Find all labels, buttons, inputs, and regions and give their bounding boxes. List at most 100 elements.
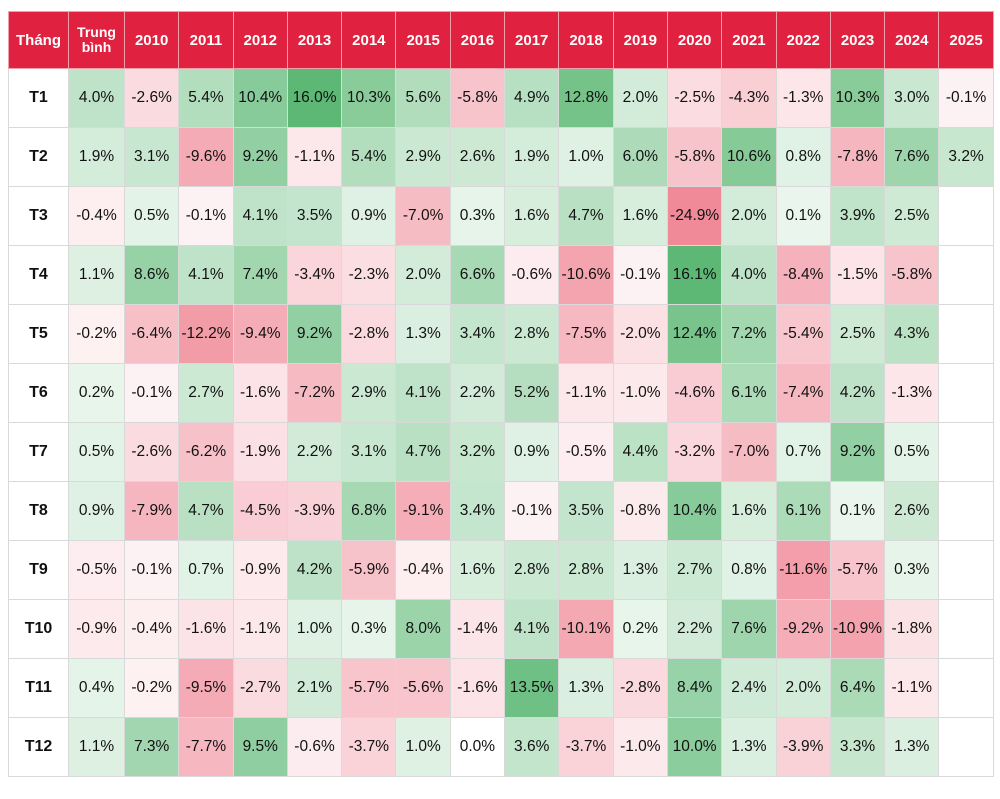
heatmap-cell: -10.9% [829, 599, 886, 659]
heatmap-cell: -5.7% [341, 658, 397, 718]
table-row: T1 4.0% -2.6% 5.4% 10.4% 16.0% 10.3% 5.6% -5.8% 4… [8, 68, 994, 128]
year-column-header: 2013 [286, 11, 343, 69]
heatmap-cell: -3.4% [286, 245, 343, 305]
heatmap-cell: 4.1% [504, 599, 560, 659]
heatmap-cell: 10.6% [721, 127, 777, 187]
average-cell: 1.1% [68, 717, 125, 777]
year-column-header: 2025 [938, 11, 994, 69]
heatmap-cell: 0.2% [612, 599, 668, 659]
heatmap-cell: 7.4% [232, 245, 288, 305]
heatmap-cell: -9.2% [775, 599, 831, 659]
heatmap-cell: 7.2% [721, 304, 777, 364]
heatmap-cell: 4.0% [721, 245, 777, 305]
heatmap-cell: -2.0% [612, 304, 668, 364]
heatmap-cell: -1.6% [178, 599, 234, 659]
heatmap-cell: 10.3% [341, 68, 397, 128]
heatmap-cell: 4.7% [178, 481, 234, 541]
heatmap-cell: 2.9% [395, 127, 451, 187]
heatmap-cell [938, 481, 994, 541]
heatmap-cell: 4.1% [178, 245, 234, 305]
heatmap-cell: 2.0% [395, 245, 451, 305]
heatmap-cell [938, 422, 994, 482]
heatmap-cell: 2.0% [775, 658, 831, 718]
heatmap-cell: 0.9% [341, 186, 397, 246]
year-column-header: 2021 [721, 11, 777, 69]
heatmap-cell: -0.1% [123, 363, 180, 423]
heatmap-cell: -9.4% [232, 304, 288, 364]
heatmap-cell: 3.5% [558, 481, 614, 541]
heatmap-cell: 3.2% [449, 422, 506, 482]
heatmap-cell: 0.3% [884, 540, 940, 600]
heatmap-cell: 1.3% [395, 304, 451, 364]
year-column-header: 2019 [612, 11, 668, 69]
table-row: T5 -0.2% -6.4% -12.2% -9.4% 9.2% -2.8% 1.3% 3.4%… [8, 304, 994, 364]
heatmap-cell: -0.2% [123, 658, 180, 718]
heatmap-cell: 0.0% [449, 717, 506, 777]
heatmap-cell: -1.6% [449, 658, 506, 718]
heatmap-cell: 2.8% [558, 540, 614, 600]
heatmap-cell: -7.9% [123, 481, 180, 541]
month-label: T2 [8, 127, 69, 187]
heatmap-cell: -5.6% [395, 658, 451, 718]
heatmap-cell: -1.6% [232, 363, 288, 423]
heatmap-cell: 16.0% [286, 68, 343, 128]
average-cell: -0.9% [68, 599, 125, 659]
heatmap-cell: -5.7% [829, 540, 886, 600]
average-cell: 1.9% [68, 127, 125, 187]
year-column-header: 2012 [232, 11, 288, 69]
heatmap-cell: -1.1% [884, 658, 940, 718]
table-row: T10 -0.9% -0.4% -1.6% -1.1% 1.0% 0.3% 8.0% -1.4%… [8, 599, 994, 659]
heatmap-cell: -4.5% [232, 481, 288, 541]
heatmap-cell [938, 363, 994, 423]
heatmap-cell: 1.0% [395, 717, 451, 777]
month-column-header: Tháng [8, 11, 69, 69]
heatmap-cell: -5.8% [449, 68, 506, 128]
heatmap-cell: 2.2% [449, 363, 506, 423]
heatmap-cell: 3.6% [504, 717, 560, 777]
heatmap-cell: -0.1% [938, 68, 994, 128]
year-column-header: 2014 [341, 11, 397, 69]
heatmap-cell: 1.6% [449, 540, 506, 600]
heatmap-cell: 0.8% [775, 127, 831, 187]
year-column-header: 2023 [829, 11, 886, 69]
month-label: T5 [8, 304, 69, 364]
month-label: T10 [8, 599, 69, 659]
heatmap-cell: 5.4% [178, 68, 234, 128]
heatmap-cell: 3.4% [449, 304, 506, 364]
heatmap-cell: -0.1% [612, 245, 668, 305]
heatmap-cell: 0.7% [775, 422, 831, 482]
table-row: T2 1.9% 3.1% -9.6% 9.2% -1.1% 5.4% 2.9% 2.6% 1.9%… [8, 127, 994, 187]
month-label: T11 [8, 658, 69, 718]
year-column-header: 2015 [395, 11, 451, 69]
heatmap-cell: 2.8% [504, 304, 560, 364]
heatmap-cell: 4.9% [504, 68, 560, 128]
heatmap-cell: -1.1% [232, 599, 288, 659]
heatmap-cell: -7.2% [286, 363, 343, 423]
heatmap-cell: 1.6% [721, 481, 777, 541]
heatmap-cell: 0.5% [123, 186, 180, 246]
year-column-header: 2022 [775, 11, 831, 69]
heatmap-cell: -0.6% [286, 717, 343, 777]
average-cell: -0.5% [68, 540, 125, 600]
table-row: T12 1.1% 7.3% -7.7% 9.5% -0.6% -3.7% 1.0% 0.0% 3.… [8, 717, 994, 777]
heatmap-cell: 3.1% [123, 127, 180, 187]
heatmap-cell: -3.9% [775, 717, 831, 777]
year-column-header: 2024 [884, 11, 940, 69]
heatmap-cell: -0.1% [178, 186, 234, 246]
heatmap-cell: 5.2% [504, 363, 560, 423]
heatmap-cell: 2.6% [884, 481, 940, 541]
heatmap-cell: 4.3% [884, 304, 940, 364]
average-cell: 1.1% [68, 245, 125, 305]
month-label: T8 [8, 481, 69, 541]
heatmap-cell: 3.3% [829, 717, 886, 777]
heatmap-cell: -5.8% [666, 127, 723, 187]
heatmap-cell: 2.5% [829, 304, 886, 364]
heatmap-cell: -4.3% [721, 68, 777, 128]
heatmap-cell: 1.3% [612, 540, 668, 600]
average-cell: -0.2% [68, 304, 125, 364]
average-cell: 0.4% [68, 658, 125, 718]
heatmap-cell: -0.9% [232, 540, 288, 600]
heatmap-cell: 2.9% [341, 363, 397, 423]
heatmap-cell: -0.4% [123, 599, 180, 659]
heatmap-cell: 6.4% [829, 658, 886, 718]
